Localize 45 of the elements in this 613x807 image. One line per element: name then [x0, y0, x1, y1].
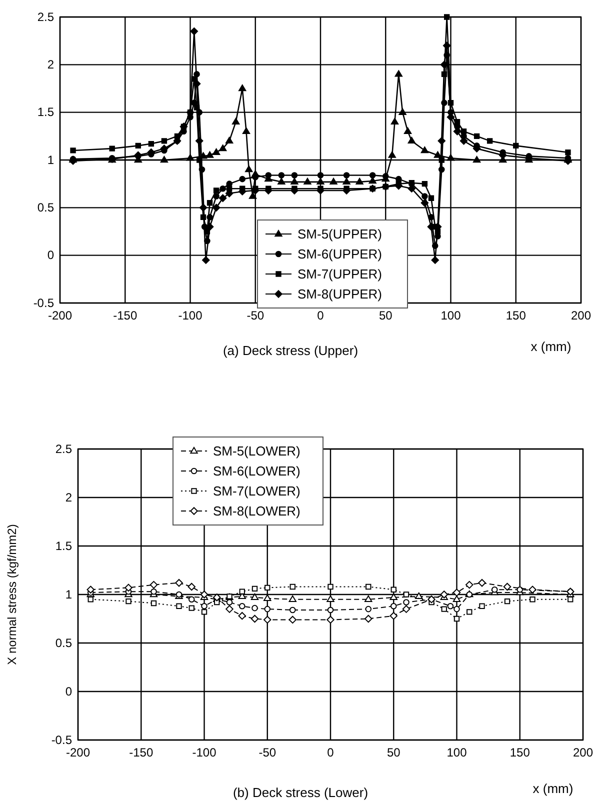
x-tick-label: 200: [570, 308, 592, 323]
legend-label: SM-6(UPPER): [298, 246, 382, 262]
y-tick-label: 1: [47, 152, 54, 167]
y-tick-label: -0.5: [33, 296, 54, 310]
y-tick-label: 2: [65, 490, 72, 504]
y-tick-label: 1: [65, 587, 72, 602]
x-tick-label: -50: [246, 308, 264, 323]
y-tick-label: 2.5: [37, 10, 54, 24]
x-tick-label: 150: [506, 308, 526, 323]
y-tick-label: -0.5: [51, 732, 72, 747]
x-tick-label: -150: [113, 308, 138, 323]
x-tick-label: 50: [386, 746, 401, 760]
legend-label: SM-7(LOWER): [213, 484, 300, 498]
x-tick-label: -100: [192, 746, 217, 760]
y-tick-label: 2.5: [55, 442, 72, 456]
y-tick-label: 2: [47, 58, 54, 72]
y-axis-title: X normal stress (kgf/mm2): [5, 524, 19, 665]
legend-label: SM-7(UPPER): [298, 266, 382, 282]
x-tick-label: 150: [510, 746, 530, 760]
x-tick-label: -100: [178, 308, 203, 323]
y-tick-label: 1.5: [37, 105, 54, 120]
x-tick-label: -150: [129, 746, 154, 760]
x-tick-label: 200: [572, 746, 594, 760]
x-axis-title: x (mm): [532, 781, 574, 796]
x-tick-label: 0: [327, 746, 334, 760]
y-tick-label: 0: [47, 248, 54, 262]
legend-label: SM-8(UPPER): [298, 286, 382, 302]
x-tick-label: -200: [48, 308, 72, 323]
x-tick-label: -50: [258, 746, 276, 760]
y-tick-label: 0.5: [55, 636, 72, 650]
text: (a) Deck stress (Upper): [222, 343, 358, 358]
legend-label: SM-5(UPPER): [298, 226, 382, 242]
x-tick-label: 50: [378, 308, 393, 323]
y-tick-label: 1.5: [55, 538, 72, 553]
x-tick-label: 100: [440, 308, 462, 323]
y-tick-label: 0.5: [37, 200, 54, 215]
x-tick-label: 100: [446, 746, 468, 760]
text: (b) Deck stress (Lower): [232, 785, 368, 800]
legend-label: SM-6(LOWER): [213, 464, 300, 478]
legend-label: SM-8(LOWER): [213, 504, 300, 518]
x-tick-label: 0: [317, 308, 324, 323]
x-axis-title: x (mm): [530, 339, 572, 354]
legend-label: SM-5(LOWER): [213, 444, 300, 458]
x-tick-label: -200: [66, 746, 90, 760]
y-tick-label: 0: [65, 684, 72, 698]
